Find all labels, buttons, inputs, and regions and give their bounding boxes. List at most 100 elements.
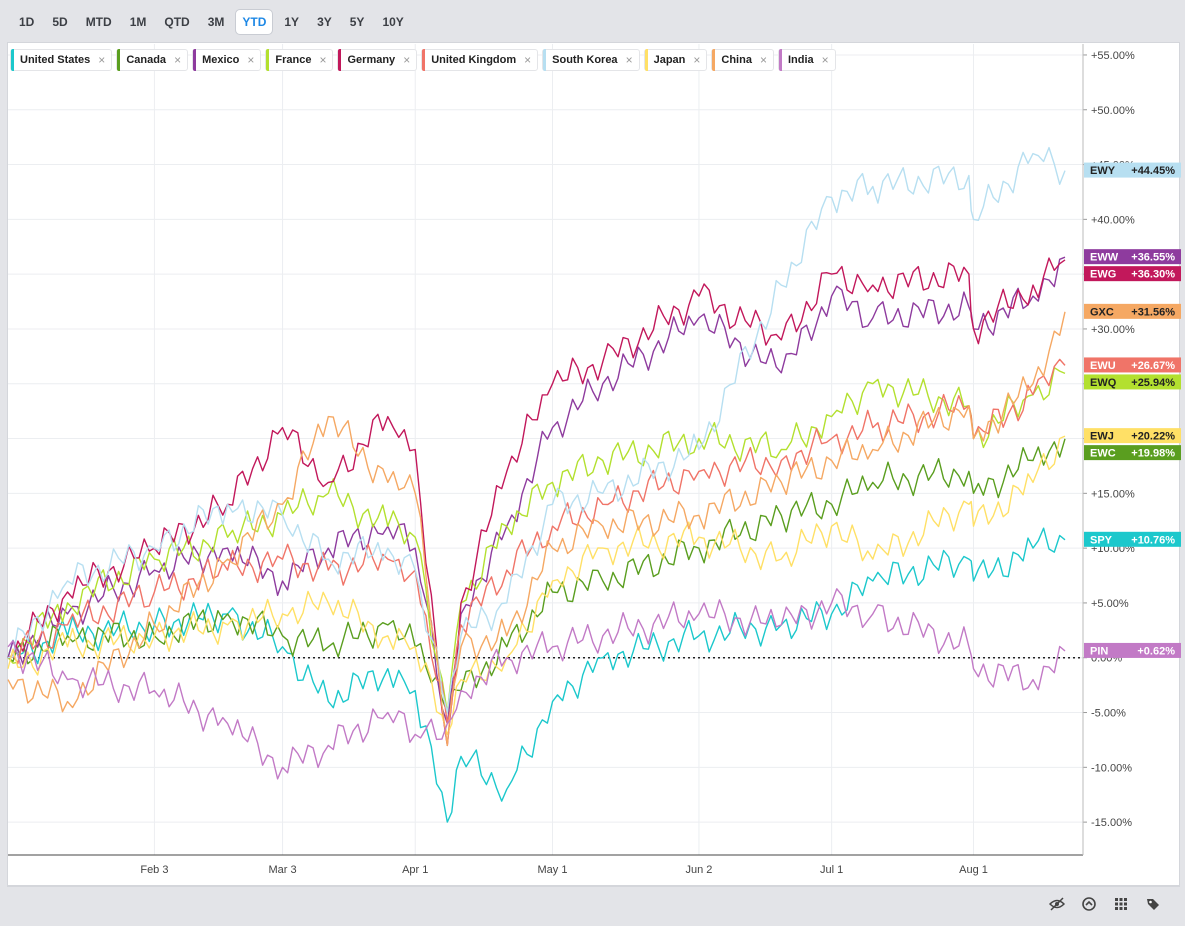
legend-swatch <box>266 49 270 71</box>
x-tick-label: Feb 3 <box>140 864 168 876</box>
close-icon[interactable]: × <box>524 53 532 67</box>
legend-item-ewu[interactable]: United Kingdom × <box>421 49 539 71</box>
legend-label: South Korea <box>552 54 618 66</box>
legend-label: France <box>275 54 312 66</box>
legend-swatch <box>543 49 547 71</box>
end-badge-ticker: EWJ <box>1090 431 1114 443</box>
y-tick-label: +40.00% <box>1091 214 1135 226</box>
end-badge-ticker: GXC <box>1090 306 1114 318</box>
x-tick-label: Aug 1 <box>959 864 988 876</box>
comparison-chart[interactable]: -15.00%-10.00%-5.00%0.00%+5.00%+10.00%+1… <box>0 0 1185 886</box>
end-badge <box>1084 162 1181 178</box>
range-toolbar: 1D 5D MTD 1M QTD 3M YTD 1Y 3Y 5Y 10Y <box>0 0 1185 44</box>
end-badge-value: +31.56% <box>1131 306 1175 318</box>
end-badge <box>1084 266 1181 282</box>
y-tick-label: +55.00% <box>1091 50 1135 62</box>
chart-footer <box>7 886 1180 921</box>
series-line-ewy[interactable] <box>7 146 1066 714</box>
series-line-ewj[interactable] <box>7 435 1066 736</box>
end-badge-ticker: EWU <box>1090 360 1116 372</box>
range-btn-5d[interactable]: 5D <box>52 15 68 29</box>
end-badge <box>1084 531 1181 547</box>
close-icon[interactable]: × <box>247 53 255 67</box>
x-tick-label: Apr 1 <box>402 864 428 876</box>
range-btn-qtd[interactable]: QTD <box>164 15 190 29</box>
series-line-spy[interactable] <box>7 527 1066 823</box>
legend-item-spy[interactable]: United States × <box>10 49 113 71</box>
range-btn-1d[interactable]: 1D <box>19 15 35 29</box>
y-tick-label: -15.00% <box>1091 817 1132 829</box>
legend-label: Canada <box>126 54 167 66</box>
x-tick-label: Jul 1 <box>820 864 843 876</box>
series-line-eww[interactable] <box>7 256 1066 725</box>
y-tick-label: +15.00% <box>1091 488 1135 500</box>
end-badge-ticker: EWC <box>1090 448 1116 460</box>
close-icon[interactable]: × <box>98 53 106 67</box>
series-line-ewc[interactable] <box>7 438 1066 714</box>
y-tick-label: -5.00% <box>1091 708 1126 720</box>
end-badge-ticker: EWG <box>1090 269 1116 281</box>
series-line-ewg[interactable] <box>7 257 1066 747</box>
x-tick-label: May 1 <box>538 864 568 876</box>
end-badge-value: +26.67% <box>1131 360 1175 372</box>
y-tick-label: +50.00% <box>1091 105 1135 117</box>
legend-item-gxc[interactable]: China × <box>711 49 774 71</box>
x-tick-label: Jun 2 <box>685 864 712 876</box>
legend-item-ewg[interactable]: Germany × <box>337 49 418 71</box>
legend-swatch <box>338 49 342 71</box>
compare-icon[interactable] <box>1081 896 1097 912</box>
hide-icon[interactable] <box>1049 896 1065 912</box>
close-icon[interactable]: × <box>403 53 411 67</box>
range-btn-1m[interactable]: 1M <box>129 15 147 29</box>
range-btn-5y[interactable]: 5Y <box>349 15 365 29</box>
y-tick-label: -10.00% <box>1091 762 1132 774</box>
close-icon[interactable]: × <box>625 53 633 67</box>
close-icon[interactable]: × <box>693 53 701 67</box>
range-btn-1y[interactable]: 1Y <box>284 15 300 29</box>
legend-label: Japan <box>653 54 686 66</box>
y-tick-label: +5.00% <box>1091 598 1129 610</box>
range-btn-3m[interactable]: 3M <box>207 15 225 29</box>
chart-panel <box>7 42 1180 886</box>
range-btn-mtd[interactable]: MTD <box>85 15 112 29</box>
legend-item-eww[interactable]: Mexico × <box>192 49 262 71</box>
legend-label: United States <box>20 54 91 66</box>
close-icon[interactable]: × <box>174 53 182 67</box>
end-badge-value: +25.94% <box>1131 377 1175 389</box>
legend: United States × Canada × Mexico × France × Germa… <box>10 49 836 74</box>
y-tick-label: +30.00% <box>1091 324 1135 336</box>
end-badge <box>1084 357 1181 373</box>
legend-item-pin[interactable]: India × <box>777 49 836 71</box>
legend-swatch <box>778 49 782 71</box>
end-badge-value: +10.76% <box>1131 534 1175 546</box>
end-badge-value: +44.45% <box>1131 165 1175 177</box>
legend-item-ewj[interactable]: Japan × <box>643 49 708 71</box>
range-btn-3y[interactable]: 3Y <box>317 15 332 29</box>
close-icon[interactable]: × <box>821 53 829 67</box>
legend-label: Mexico <box>202 54 240 66</box>
legend-label: China <box>721 54 752 66</box>
end-badge-value: +36.55% <box>1131 252 1175 264</box>
legend-swatch <box>422 49 426 71</box>
end-badge-value: +0.62% <box>1137 645 1175 657</box>
end-badge-ticker: EWY <box>1090 165 1116 177</box>
series-line-pin[interactable] <box>7 588 1066 780</box>
end-badge <box>1084 374 1181 390</box>
range-btn-10y[interactable]: 10Y <box>382 15 404 29</box>
legend-swatch <box>712 49 716 71</box>
legend-item-ewy[interactable]: South Korea × <box>542 49 640 71</box>
legend-label: Germany <box>347 54 396 66</box>
end-badge <box>1084 249 1181 265</box>
series-line-ewu[interactable] <box>7 358 1066 725</box>
series-line-gxc[interactable] <box>7 311 1066 747</box>
legend-swatch <box>644 49 648 71</box>
tags-icon[interactable] <box>1145 896 1161 912</box>
legend-item-ewq[interactable]: France × <box>265 49 334 71</box>
end-badge-value: +19.98% <box>1131 448 1175 460</box>
legend-item-ewc[interactable]: Canada × <box>116 49 189 71</box>
series-line-ewq[interactable] <box>7 367 1066 714</box>
close-icon[interactable]: × <box>319 53 327 67</box>
grid-icon[interactable] <box>1113 896 1129 912</box>
range-btn-ytd[interactable]: YTD <box>235 9 274 35</box>
close-icon[interactable]: × <box>759 53 767 67</box>
